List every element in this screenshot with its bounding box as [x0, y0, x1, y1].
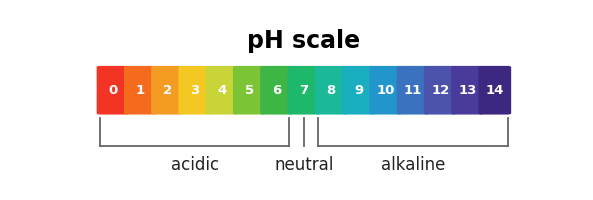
- FancyBboxPatch shape: [206, 66, 238, 115]
- Text: 5: 5: [245, 84, 254, 97]
- Text: 9: 9: [354, 84, 363, 97]
- Text: 0: 0: [109, 84, 117, 97]
- FancyBboxPatch shape: [424, 66, 457, 115]
- Text: 2: 2: [163, 84, 172, 97]
- Text: 13: 13: [458, 84, 477, 97]
- Text: 1: 1: [136, 84, 145, 97]
- Text: 10: 10: [377, 84, 395, 97]
- Text: 6: 6: [272, 84, 281, 97]
- FancyBboxPatch shape: [151, 66, 184, 115]
- Text: 12: 12: [431, 84, 449, 97]
- FancyBboxPatch shape: [369, 66, 402, 115]
- Text: neutral: neutral: [274, 156, 334, 174]
- Text: 3: 3: [190, 84, 199, 97]
- Text: pH scale: pH scale: [247, 29, 361, 53]
- Text: acidic: acidic: [171, 156, 219, 174]
- FancyBboxPatch shape: [97, 66, 129, 115]
- FancyBboxPatch shape: [451, 66, 484, 115]
- Text: 4: 4: [218, 84, 227, 97]
- Text: 7: 7: [299, 84, 308, 97]
- FancyBboxPatch shape: [479, 66, 511, 115]
- Text: 8: 8: [327, 84, 336, 97]
- FancyBboxPatch shape: [233, 66, 266, 115]
- Text: 14: 14: [486, 84, 504, 97]
- FancyBboxPatch shape: [288, 66, 320, 115]
- Text: 11: 11: [404, 84, 422, 97]
- FancyBboxPatch shape: [124, 66, 157, 115]
- FancyBboxPatch shape: [315, 66, 347, 115]
- FancyBboxPatch shape: [178, 66, 211, 115]
- Text: alkaline: alkaline: [381, 156, 445, 174]
- FancyBboxPatch shape: [397, 66, 429, 115]
- FancyBboxPatch shape: [260, 66, 293, 115]
- FancyBboxPatch shape: [342, 66, 375, 115]
